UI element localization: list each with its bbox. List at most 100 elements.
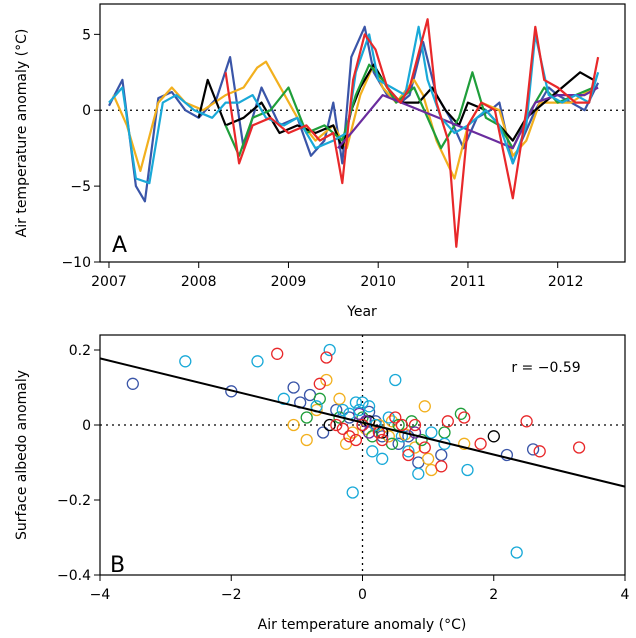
panel-b-x-tick-label: 4 xyxy=(621,587,630,603)
scatter-point xyxy=(412,467,425,480)
panel-a-y-tick-label: 0 xyxy=(82,103,91,119)
scatter-point xyxy=(336,403,349,417)
scatter-point xyxy=(572,441,586,454)
panel-a-y-tick-label: 5 xyxy=(82,27,91,43)
scatter-point xyxy=(526,443,540,456)
scatter-point xyxy=(346,486,359,499)
panel-a-y-tick-label: −5 xyxy=(70,179,91,195)
scatter-point xyxy=(392,437,405,450)
scatter-point xyxy=(179,355,192,368)
scatter-point xyxy=(287,418,300,432)
panel-b-scatter: −0.4 −0.2 0 0.2 −4 −2 0 2 4 B r = −0.59 Air temp… xyxy=(14,334,630,633)
scatter-point xyxy=(458,437,471,450)
scatter-point xyxy=(376,430,389,443)
panel-a-x-tick-label: 2009 xyxy=(271,274,307,290)
scatter-point xyxy=(402,445,415,458)
scatter-point xyxy=(126,377,139,390)
panel-b-y-tick-label: 0.2 xyxy=(69,343,91,359)
panel-b-y-tick-label: −0.4 xyxy=(57,568,91,584)
scatter-point xyxy=(487,430,500,443)
scatter-point xyxy=(323,418,336,432)
scatter-point xyxy=(435,448,448,462)
scatter-point xyxy=(389,373,402,387)
scatter-point xyxy=(408,426,422,439)
scatter-point xyxy=(421,452,435,465)
scatter-point xyxy=(353,403,366,417)
panel-a-time-series: −10 −5 0 5 2007 2008 2009 2010 2011 2012 A Year A… xyxy=(14,3,626,320)
panel-a-x-tick-label: 2008 xyxy=(181,274,217,290)
scatter-point xyxy=(402,430,415,443)
scatter-point xyxy=(408,418,422,432)
scatter-point xyxy=(425,426,438,439)
scatter-point xyxy=(313,392,326,405)
scatter-point xyxy=(316,426,330,439)
scatter-point xyxy=(395,418,409,432)
scatter-point xyxy=(435,460,448,473)
scatter-point xyxy=(349,396,363,409)
panel-b-y-tick-label: 0 xyxy=(82,418,91,434)
panel-a-frame xyxy=(99,3,626,263)
scatter-point xyxy=(441,415,454,428)
panel-a-x-tick-label: 2011 xyxy=(450,274,486,290)
panel-a-x-tick-label: 2012 xyxy=(548,274,584,290)
panel-b-x-tick-label: 0 xyxy=(358,587,367,603)
scatter-point xyxy=(418,400,431,413)
scatter-point xyxy=(415,433,428,447)
scatter-point xyxy=(533,445,546,458)
panel-a-label: A xyxy=(112,233,127,258)
scatter-point xyxy=(366,445,379,458)
series-line xyxy=(108,25,600,185)
scatter-point xyxy=(510,546,523,559)
scatter-point xyxy=(313,377,326,390)
scatter-point xyxy=(320,351,333,364)
regression-line xyxy=(99,357,626,488)
panel-a-y-axis-label: Air temperature anomaly (°C) xyxy=(14,29,30,238)
scatter-point xyxy=(458,411,471,424)
panel-a-x-tick-label: 2010 xyxy=(360,274,396,290)
scatter-point xyxy=(251,355,264,368)
scatter-point xyxy=(408,441,422,454)
scatter-point xyxy=(402,448,415,462)
scatter-point xyxy=(349,433,363,447)
scatter-point xyxy=(500,448,514,462)
panel-b-axes: −0.4 −0.2 0 0.2 −4 −2 0 2 4 xyxy=(57,335,630,603)
scatter-point xyxy=(461,463,474,477)
panel-a-x-tick-label: 2007 xyxy=(91,274,127,290)
panel-a-series-lines xyxy=(108,18,600,248)
panel-b-regression-line xyxy=(99,357,626,488)
scatter-point xyxy=(369,415,382,428)
scatter-point xyxy=(356,396,369,409)
scatter-point xyxy=(287,381,300,394)
scatter-point xyxy=(362,426,376,439)
panel-b-x-tick-label: −4 xyxy=(90,587,111,603)
scatter-point xyxy=(320,373,333,387)
correlation-annotation: r = −0.59 xyxy=(511,360,580,376)
panel-b-points xyxy=(126,343,586,559)
series-line xyxy=(224,18,600,248)
panel-a-x-axis-label: Year xyxy=(346,304,377,320)
panel-b-label: B xyxy=(110,553,125,578)
scatter-point xyxy=(376,452,389,465)
scatter-point xyxy=(454,407,468,420)
scatter-point xyxy=(330,418,343,432)
panel-a-y-tick-label: −10 xyxy=(61,255,91,271)
scatter-point xyxy=(333,392,346,405)
scatter-point xyxy=(300,433,313,447)
scatter-point xyxy=(474,437,487,450)
panel-b-x-tick-label: −2 xyxy=(221,587,242,603)
scatter-point xyxy=(353,407,366,420)
scatter-point xyxy=(382,411,395,424)
scatter-point xyxy=(520,415,533,428)
scatter-point xyxy=(300,411,313,424)
scatter-point xyxy=(438,426,451,439)
panel-b-y-axis-label: Surface albedo anomaly xyxy=(14,370,30,540)
scatter-point xyxy=(336,422,349,435)
scatter-point xyxy=(356,418,369,432)
panel-b-x-tick-label: 2 xyxy=(489,587,498,603)
scatter-point xyxy=(376,433,389,447)
scatter-point xyxy=(271,347,284,360)
scatter-point xyxy=(343,430,356,443)
panel-b-y-tick-label: −0.2 xyxy=(57,493,91,509)
panel-b-x-axis-label: Air temperature anomaly (°C) xyxy=(258,617,467,633)
